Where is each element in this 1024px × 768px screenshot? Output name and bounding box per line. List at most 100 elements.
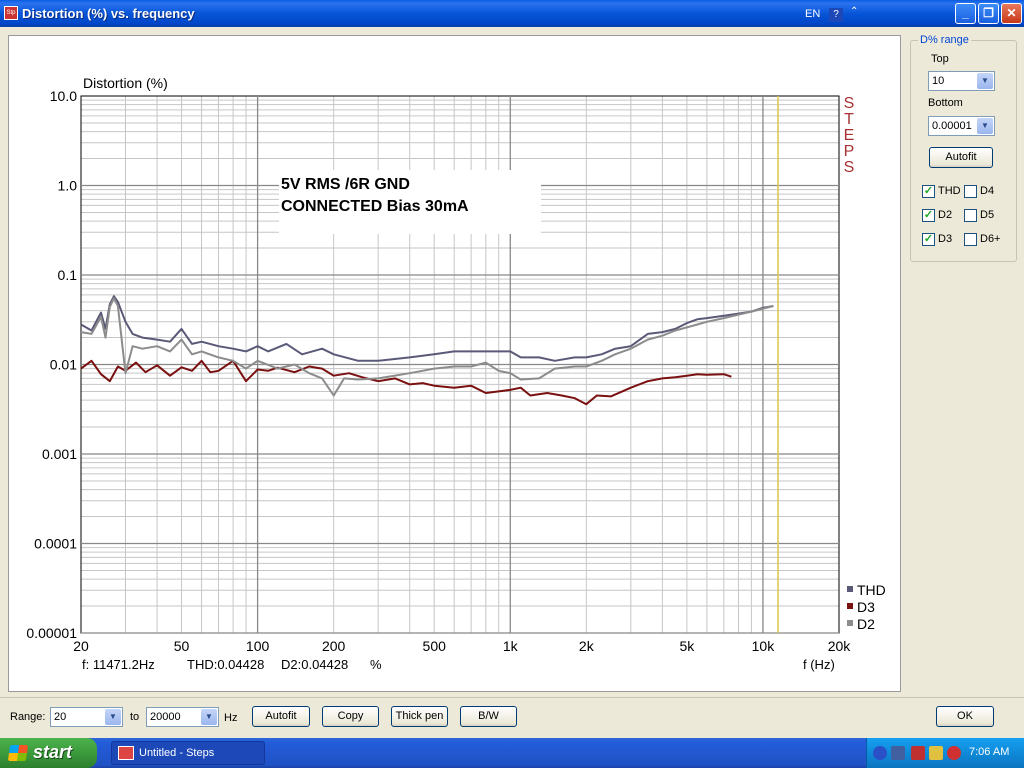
- y-tick-label: 10.0: [50, 88, 77, 104]
- bottom-select-value: 0.00001: [932, 120, 972, 132]
- panel-autofit-button[interactable]: Autofit: [929, 147, 993, 168]
- range-from-value: 20: [54, 711, 67, 723]
- to-label: to: [130, 711, 140, 723]
- side-label-letter: S: [844, 95, 855, 112]
- readout-value: %: [370, 657, 382, 672]
- x-tick-label: 2k: [579, 638, 595, 654]
- y-tick-label: 0.01: [50, 357, 77, 373]
- copy-button[interactable]: Copy: [322, 706, 379, 727]
- series-d3[interactable]: [80, 359, 732, 406]
- start-label: start: [33, 742, 73, 762]
- legend-item-d2: D2: [857, 616, 875, 632]
- autofit-button[interactable]: Autofit: [252, 706, 310, 727]
- checkbox-d4[interactable]: [964, 185, 977, 198]
- x-axis-ticks: 20 50 100 200 500 1k 2k 5k 10k 20k: [73, 638, 851, 654]
- separator: [0, 697, 1024, 698]
- x-tick-label: 1k: [503, 638, 519, 654]
- legend-item-d3: D3: [857, 599, 875, 615]
- y-axis-label: Distortion (%): [83, 75, 168, 91]
- taskbar: start Untitled - Steps 7:06 AM: [0, 738, 1024, 768]
- x-tick-label: 5k: [679, 638, 695, 654]
- range-label: Range:: [10, 711, 46, 723]
- legend-item-thd: THD: [857, 582, 886, 598]
- chevron-down-icon[interactable]: ▼: [977, 118, 993, 134]
- readout-value: THD:0.04428: [187, 657, 264, 672]
- cursor-readout: f: 11471.2Hz THD:0.04428 D2:0.04428%: [82, 657, 382, 672]
- x-axis-label: f (Hz): [803, 657, 835, 672]
- windows-logo-icon: [7, 745, 29, 761]
- taskbar-item-label: Untitled - Steps: [139, 747, 215, 759]
- series-thd[interactable]: [80, 295, 774, 362]
- network-icon[interactable]: [891, 746, 905, 760]
- x-tick-label: 200: [322, 638, 346, 654]
- steps-app-icon[interactable]: Stp: [4, 6, 18, 20]
- language-indicator[interactable]: EN: [805, 8, 821, 20]
- x-tick-label: 20k: [828, 638, 852, 654]
- close-button[interactable]: ✕: [1001, 3, 1022, 24]
- top-select-value: 10: [932, 75, 945, 87]
- top-select[interactable]: 10 ▼: [928, 71, 995, 91]
- range-panel-title: D% range: [918, 34, 971, 46]
- y-tick-label: 0.1: [58, 267, 78, 283]
- checkbox-d3[interactable]: ✓: [922, 233, 935, 246]
- legend-swatch: [847, 620, 853, 626]
- checkbox-label: D3: [938, 233, 953, 245]
- checkbox-d5[interactable]: [964, 209, 977, 222]
- side-label-letter: E: [844, 127, 855, 144]
- tray-arrow-icon[interactable]: [873, 746, 887, 760]
- minimize-button[interactable]: _: [955, 3, 976, 24]
- folder-icon[interactable]: [929, 746, 943, 760]
- hz-label: Hz: [224, 712, 238, 724]
- maximize-button[interactable]: ❐: [978, 3, 999, 24]
- x-tick-label: 50: [174, 638, 190, 654]
- x-tick-label: 20: [73, 638, 89, 654]
- readout-value: D2:0.04428: [281, 657, 348, 672]
- annotation-line: CONNECTED Bias 30mA: [281, 198, 469, 215]
- checkbox-label: THD: [938, 185, 961, 197]
- taskbar-item-steps[interactable]: Untitled - Steps: [111, 741, 265, 765]
- y-tick-label: 0.0001: [34, 536, 77, 552]
- checkbox-d6-plus[interactable]: [964, 233, 977, 246]
- series-layer: [80, 295, 774, 406]
- chevron-down-icon[interactable]: ▼: [977, 73, 993, 89]
- annotation-line: 5V RMS /6R GND: [281, 176, 410, 193]
- chart-frame[interactable]: 20 50 100 200 500 1k 2k 5k 10k 20k 10.0 1.0 0.1 0.01…: [8, 35, 901, 692]
- series-d2[interactable]: [80, 297, 774, 397]
- side-label-letter: P: [844, 143, 855, 160]
- help-icon[interactable]: ?: [829, 8, 843, 22]
- bottom-select[interactable]: 0.00001 ▼: [928, 116, 995, 136]
- chevron-down-icon[interactable]: ▼: [201, 709, 217, 725]
- range-to-select[interactable]: 20000 ▼: [146, 707, 219, 727]
- title-bar[interactable]: Stp Distortion (%) vs. frequency _ ❐ ✕: [0, 0, 1024, 27]
- system-tray: 7:06 AM: [866, 738, 1024, 768]
- legend-swatch: [847, 586, 853, 592]
- range-from-select[interactable]: 20 ▼: [50, 707, 123, 727]
- start-button[interactable]: start: [0, 738, 97, 768]
- window-title: Distortion (%) vs. frequency: [22, 6, 195, 21]
- steps-app-icon: [118, 746, 134, 760]
- chevron-down-icon[interactable]: ▼: [105, 709, 121, 725]
- legend-swatch: [847, 603, 853, 609]
- bw-button[interactable]: B/W: [460, 706, 517, 727]
- checkbox-label: D2: [938, 209, 953, 221]
- side-label-letter: T: [844, 111, 854, 128]
- shield-icon[interactable]: [947, 746, 961, 760]
- chevron-up-icon[interactable]: ⌃: [850, 6, 859, 17]
- checkbox-thd[interactable]: ✓: [922, 185, 935, 198]
- annotation-background: [279, 170, 541, 234]
- distortion-chart[interactable]: 20 50 100 200 500 1k 2k 5k 10k 20k 10.0 1.0 0.1 0.01…: [9, 36, 902, 693]
- checkbox-label: D4: [980, 185, 995, 197]
- ok-button[interactable]: OK: [936, 706, 994, 727]
- clock[interactable]: 7:06 AM: [969, 746, 1010, 758]
- thick-pen-button[interactable]: Thick pen: [391, 706, 448, 727]
- checkbox-label: D5: [980, 209, 995, 221]
- top-label: Top: [931, 53, 949, 65]
- security-icon[interactable]: [911, 746, 925, 760]
- x-tick-label: 500: [423, 638, 447, 654]
- checkbox-label: D6+: [980, 233, 1001, 245]
- x-tick-label: 10k: [752, 638, 776, 654]
- y-tick-label: 1.0: [58, 178, 78, 194]
- checkbox-d2[interactable]: ✓: [922, 209, 935, 222]
